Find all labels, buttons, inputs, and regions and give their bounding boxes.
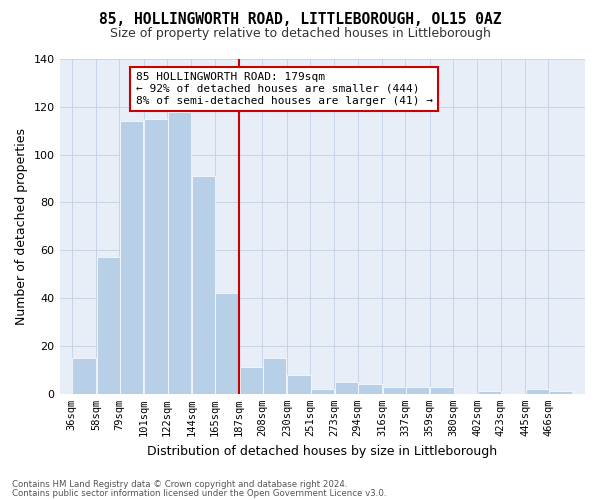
X-axis label: Distribution of detached houses by size in Littleborough: Distribution of detached houses by size … bbox=[147, 444, 497, 458]
Bar bbox=[120, 121, 143, 394]
Text: 85 HOLLINGWORTH ROAD: 179sqm
← 92% of detached houses are smaller (444)
8% of se: 85 HOLLINGWORTH ROAD: 179sqm ← 92% of de… bbox=[136, 72, 433, 106]
Bar bbox=[144, 119, 168, 394]
Bar bbox=[549, 392, 572, 394]
Bar bbox=[358, 384, 382, 394]
Bar bbox=[263, 358, 286, 394]
Text: Contains HM Land Registry data © Crown copyright and database right 2024.: Contains HM Land Registry data © Crown c… bbox=[12, 480, 347, 489]
Bar bbox=[526, 389, 549, 394]
Bar bbox=[383, 386, 406, 394]
Y-axis label: Number of detached properties: Number of detached properties bbox=[15, 128, 28, 325]
Bar bbox=[406, 386, 430, 394]
Bar bbox=[335, 382, 358, 394]
Bar bbox=[72, 358, 95, 394]
Bar bbox=[478, 392, 502, 394]
Bar bbox=[167, 112, 191, 394]
Bar bbox=[287, 374, 311, 394]
Text: 85, HOLLINGWORTH ROAD, LITTLEBOROUGH, OL15 0AZ: 85, HOLLINGWORTH ROAD, LITTLEBOROUGH, OL… bbox=[99, 12, 501, 28]
Bar bbox=[430, 386, 454, 394]
Bar bbox=[239, 368, 263, 394]
Bar bbox=[215, 294, 239, 394]
Bar bbox=[311, 389, 334, 394]
Text: Contains public sector information licensed under the Open Government Licence v3: Contains public sector information licen… bbox=[12, 488, 386, 498]
Bar bbox=[192, 176, 215, 394]
Text: Size of property relative to detached houses in Littleborough: Size of property relative to detached ho… bbox=[110, 28, 490, 40]
Bar bbox=[97, 258, 120, 394]
